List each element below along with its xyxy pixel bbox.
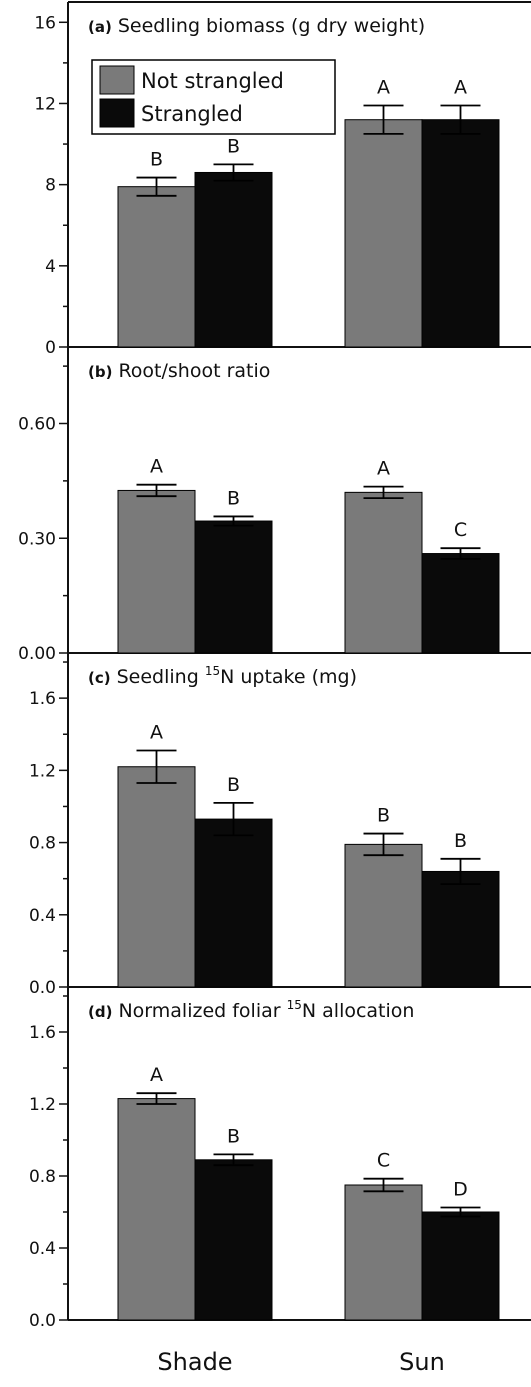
panel-3: 0.0 0.4 0.8 1.2 1.6 (d) Normalized foliar 15N … [29, 987, 531, 1331]
significance-letter: B [377, 805, 390, 827]
significance-letter: A [150, 456, 163, 478]
bar-strangled-sun [421, 1211, 500, 1321]
significance-letter: B [227, 487, 240, 509]
panel-title-text: Seedling biomass (g dry weight) [118, 15, 425, 37]
bar-not-strangled-shade [117, 489, 196, 654]
significance-letter: A [150, 1064, 163, 1086]
panel-id: (a) [88, 18, 112, 36]
panel-title-text: Seedling [117, 666, 205, 688]
y-tick-label: 0.0 [29, 1311, 56, 1331]
y-tick-label: 0.4 [29, 906, 56, 926]
y-tick-label: 0.30 [18, 529, 56, 549]
panel-title-superscript: 15 [205, 664, 220, 678]
y-tick-label: 0.4 [29, 1239, 56, 1259]
y-tick-label: 1.2 [29, 761, 56, 781]
y-tick-label: 0 [45, 338, 56, 358]
bar-not-strangled-shade [117, 766, 196, 988]
bar-not-strangled-sun [344, 843, 423, 988]
x-category-label: Sun [399, 1348, 445, 1376]
bar-strangled-sun [421, 870, 500, 988]
y-tick-label: 1.6 [29, 689, 56, 709]
panel-title: (a) Seedling biomass (g dry weight) [88, 15, 425, 37]
panel-id: (c) [88, 669, 111, 687]
y-tick-label: 4 [45, 257, 56, 277]
y-tick-label: 12 [34, 94, 56, 114]
x-category-label: Shade [157, 1348, 232, 1376]
y-tick-label: 1.6 [29, 1023, 56, 1043]
y-tick-label: 0.8 [29, 834, 56, 854]
bar-not-strangled-shade [117, 186, 196, 348]
significance-letter: B [227, 774, 240, 796]
y-tick-label: 8 [45, 176, 56, 196]
bar-not-strangled-sun [344, 491, 423, 654]
significance-letter: C [377, 1150, 390, 1172]
significance-letter: B [150, 149, 163, 171]
panel-title-suffix: N allocation [302, 1000, 415, 1022]
panel-id: (d) [88, 1003, 112, 1021]
panel-title-text: Root/shoot ratio [118, 360, 270, 382]
bar-strangled-shade [194, 171, 273, 348]
panel-title-superscript: 15 [287, 998, 302, 1012]
y-tick-label: 0.8 [29, 1167, 56, 1187]
bar-strangled-sun [421, 119, 500, 348]
y-tick-label: 0.00 [18, 644, 56, 664]
bar-strangled-sun [421, 553, 500, 654]
panel-id: (b) [88, 363, 112, 381]
panel-title: (c) Seedling 15N uptake (mg) [88, 664, 357, 688]
y-tick-label: 0.0 [29, 978, 56, 998]
legend-swatch [99, 98, 135, 128]
bar-not-strangled-sun [344, 119, 423, 348]
panel-0: 0 4 8 12 16 (a) Seedling biomass (g dry weight… [34, 1, 531, 358]
legend-label: Not strangled [141, 69, 284, 93]
panel-2: 0.0 0.4 0.8 1.2 1.6 (c) Seedling 15N uptake (m… [29, 653, 531, 998]
bar-not-strangled-sun [344, 1184, 423, 1321]
significance-letter: B [227, 1125, 240, 1147]
significance-letter: A [150, 721, 163, 743]
legend-swatch [99, 65, 135, 95]
bar-strangled-shade [194, 818, 273, 988]
bar-strangled-shade [194, 1159, 273, 1321]
panel-1: 0.00 0.30 0.60 (b) Root/shoot ratio A A B C [18, 347, 531, 664]
y-tick-label: 1.2 [29, 1095, 56, 1115]
y-tick-label: 16 [34, 13, 56, 33]
significance-letter: B [227, 135, 240, 157]
significance-letter: D [453, 1179, 468, 1201]
legend-label: Strangled [141, 102, 243, 126]
significance-letter: A [454, 77, 467, 99]
bar-not-strangled-shade [117, 1098, 196, 1321]
significance-letter: B [454, 830, 467, 852]
y-tick-label: 0.60 [18, 415, 56, 435]
panel-title: (b) Root/shoot ratio [88, 360, 270, 382]
legend: Not strangled Strangled [91, 59, 336, 135]
panel-title-suffix: N uptake (mg) [220, 666, 357, 688]
panel-title-text: Normalized foliar [118, 1000, 286, 1022]
bar-strangled-shade [194, 520, 273, 654]
panel-title: (d) Normalized foliar 15N allocation [88, 998, 414, 1022]
significance-letter: A [377, 77, 390, 99]
significance-letter: C [454, 519, 467, 541]
significance-letter: A [377, 458, 390, 480]
